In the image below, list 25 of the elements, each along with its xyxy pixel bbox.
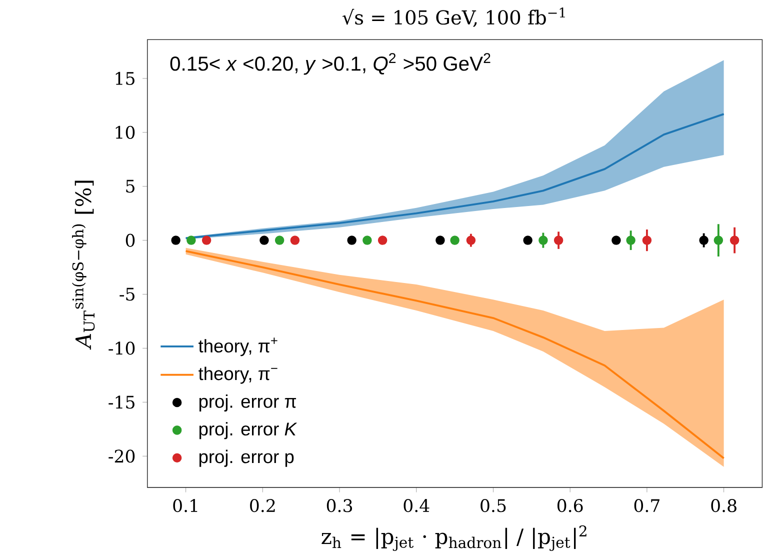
y-tick-label: -15 [108,396,134,409]
y-tick-label: -5 [120,288,134,301]
x-tick-label: 0.8 [711,499,736,512]
y-tick-label: -10 [108,342,135,355]
legend-label: theory, π$^{+}$ [198,338,278,356]
y-tick-label: 10 [116,126,135,139]
chart-title: √s = 105 GeV, 100 fb$^{−1}$ [342,7,565,28]
legend-label: proj. error π [199,394,296,412]
x-tick-label: 0.6 [557,499,583,512]
x-tick-label: 0.7 [634,499,660,512]
y-tick-label: -20 [108,450,135,463]
legend-label: proj. error p [199,450,294,467]
x-tick-label: 0.5 [480,499,506,512]
y-axis-title: A$_{UT}$$^{sin(φS−φh)}$ [%] [72,180,95,350]
x-tick-label: 0.4 [404,499,430,512]
y-tick-label: 15 [116,72,134,85]
x-tick-label: 0.1 [173,499,198,512]
text: 0.15< x <0.20, y >0.1, Q$^{2}$ >50 GeV$^{2}$ [170,53,490,75]
legend-label: proj. error K [199,422,298,440]
x-tick-label: 0.3 [326,499,352,512]
legend-label: theory, π$^{−}$ [198,366,278,384]
text: z$_{h}$ = |p$_{jet}$ · p$_{hadron}$| / |p$_{jet}$|$^{2}$ [322,525,586,551]
y-tick-label: 0 [126,234,135,247]
y-tick-label: 5 [126,180,134,193]
x-tick-label: 0.2 [250,499,275,512]
